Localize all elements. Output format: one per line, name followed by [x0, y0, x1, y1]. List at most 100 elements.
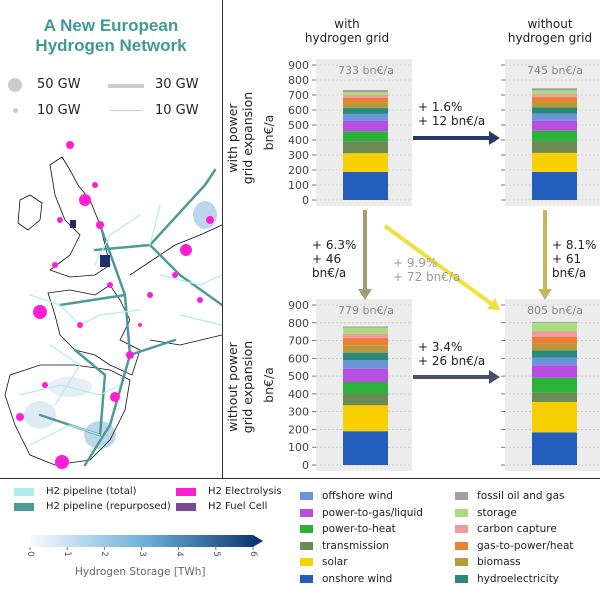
arrow-right-vertical-head — [538, 289, 552, 300]
bar-segment-gas-to-power-heat — [532, 337, 577, 344]
colorbar-tick-label: 1 — [62, 551, 73, 557]
legend-swatch — [455, 574, 468, 583]
size-legend-small-node: 10 GW — [37, 103, 81, 118]
bar-segment-transmission — [343, 141, 388, 154]
bar-segment-transmission — [343, 393, 388, 406]
legend-swatch — [300, 574, 313, 583]
bar-segment-fossil-oil-and-gas — [343, 326, 388, 328]
bar-segment-onshore-wind — [343, 171, 388, 200]
arrow-top-horizontal-head — [489, 131, 500, 145]
bar-segment-offshore-wind — [343, 360, 388, 369]
bar-segment-power-to-heat — [343, 381, 388, 394]
legend-swatch — [300, 525, 313, 533]
bar-segment-biomass — [532, 343, 577, 351]
y-tick-label: 600 — [288, 352, 309, 365]
arrow-bottom-horizontal-head — [489, 370, 500, 384]
bar-segment-onshore-wind — [532, 171, 577, 200]
bar-segment-solar — [343, 153, 388, 172]
y-tick-label: 800 — [288, 317, 309, 330]
legend-item-gas-to-power-heat: gas-to-power/heat — [455, 538, 574, 554]
colorbar-tick-label: 2 — [99, 551, 110, 557]
legend-swatch — [300, 508, 313, 517]
size-legend-small-node-icon — [13, 108, 18, 113]
bar-segment-gas-to-power-heat — [532, 97, 577, 102]
annotation-right-vertical: + 8.1% + 61 bn€/a — [552, 238, 597, 280]
legend-label: H2 Fuel Cell — [208, 501, 268, 512]
y-tick-label: 100 — [288, 179, 309, 192]
bar-segment-biomass — [343, 102, 388, 109]
legend-label: biomass — [477, 556, 521, 568]
bar-segment-storage — [343, 327, 388, 334]
annotation-top-horizontal: + 1.6% + 12 bn€/a — [418, 100, 486, 128]
legend-h2-fuel-cell: H2 Fuel Cell — [176, 501, 267, 512]
cost-bar-charts: 0 100 200 300 400 500 600 700 800 900 bn€/a 733 bn€… — [261, 59, 600, 472]
y-tick-label: 900 — [288, 299, 309, 312]
bar-segment-fossil-oil-and-gas — [532, 88, 577, 91]
annotation-diagonal: + 9.9% + 72 bn€/a — [393, 256, 461, 284]
legend-item-power-to-heat: power-to-heat — [300, 521, 396, 537]
y-tick-label: 300 — [288, 149, 309, 162]
swatch — [176, 502, 196, 511]
column-header-without-hydrogen-grid: without hydrogen grid — [507, 17, 593, 45]
title-line-2: Hydrogen Network — [35, 36, 187, 55]
bar-segment-carbon-capture — [532, 94, 577, 98]
bar-segment-offshore-wind — [343, 113, 388, 121]
bar-segment-offshore-wind — [532, 113, 577, 121]
bar-segment-solar — [532, 152, 577, 172]
legend-item-hydroelectricity: hydroelectricity — [455, 571, 559, 587]
y-tick-label: 700 — [288, 89, 309, 102]
bar-segment-power-to-heat — [532, 130, 577, 142]
y-tick-label: 200 — [288, 423, 309, 436]
annotation-bottom-horizontal: + 3.4% + 26 bn€/a — [418, 340, 486, 368]
vertical-divider — [222, 0, 223, 478]
bar-segment-transmission — [532, 392, 577, 402]
y-tick-label: 900 — [288, 59, 309, 72]
y-tick-label: 200 — [288, 164, 309, 177]
size-legend-thick-line: 30 GW — [155, 77, 199, 92]
y-tick-label: 100 — [288, 441, 309, 454]
legend-swatch — [300, 541, 313, 550]
colorbar-tick-label: 6 — [247, 551, 258, 557]
legend-label: power-to-heat — [322, 523, 396, 535]
coastlines — [4, 156, 222, 466]
legend-label: H2 Electrolysis — [208, 486, 282, 497]
legend-item-storage: storage — [455, 505, 517, 521]
title-line-1: A New European — [43, 16, 179, 35]
colorbar-tick-label: 5 — [210, 551, 221, 557]
swatch — [14, 502, 34, 511]
colorbar-tick-label: 3 — [136, 551, 147, 557]
legend-label: onshore wind — [322, 572, 393, 585]
y-tick-label: 700 — [288, 335, 309, 348]
legend-label: fossil oil and gas — [477, 490, 565, 502]
hydrogen-storage-colorbar — [29, 535, 263, 550]
column-header-with-hydrogen-grid: with hydrogen grid — [304, 17, 390, 45]
legend-swatch — [455, 508, 468, 517]
legend-h2-pipeline-repurposed: H2 pipeline (repurposed) — [14, 501, 171, 512]
bar-segment-power-to-heat — [343, 131, 388, 142]
legend-swatch — [455, 492, 468, 500]
pipelines — [19, 168, 222, 467]
bar-segment-storage — [532, 90, 577, 95]
colorbar-label: Hydrogen Storage [TWh] — [75, 566, 206, 578]
fuel-cell-nodes — [70, 220, 110, 267]
legend-label: gas-to-power/heat — [477, 539, 574, 552]
legend-swatch — [455, 541, 468, 550]
legend-item-biomass: biomass — [455, 554, 521, 570]
cost-component-legend: offshore wind power-to-gas/liquid power-to… — [300, 488, 600, 593]
horizontal-divider — [0, 478, 600, 479]
y-axis-label: bn€/a — [261, 367, 276, 403]
bar-segment-hydroelectricity — [343, 352, 388, 361]
hydrogen-network-map — [4, 141, 222, 469]
bar-segment-fossil-oil-and-gas — [532, 321, 577, 323]
bar-segment-gas-to-power-heat — [343, 97, 388, 103]
y-tick-label: 0 — [302, 194, 309, 207]
bar-segment-transmission — [532, 141, 577, 153]
bar-total-label: 805 bn€/a — [527, 304, 583, 317]
legend-label: H2 pipeline (repurposed) — [46, 501, 171, 512]
colorbar-tick-label: 0 — [24, 551, 35, 557]
y-tick-label: 300 — [288, 406, 309, 419]
size-legend-thin-line-icon — [110, 110, 142, 111]
arrow-left-vertical-head — [358, 289, 372, 300]
swatch — [14, 487, 34, 496]
electrolysis-nodes — [16, 141, 214, 469]
